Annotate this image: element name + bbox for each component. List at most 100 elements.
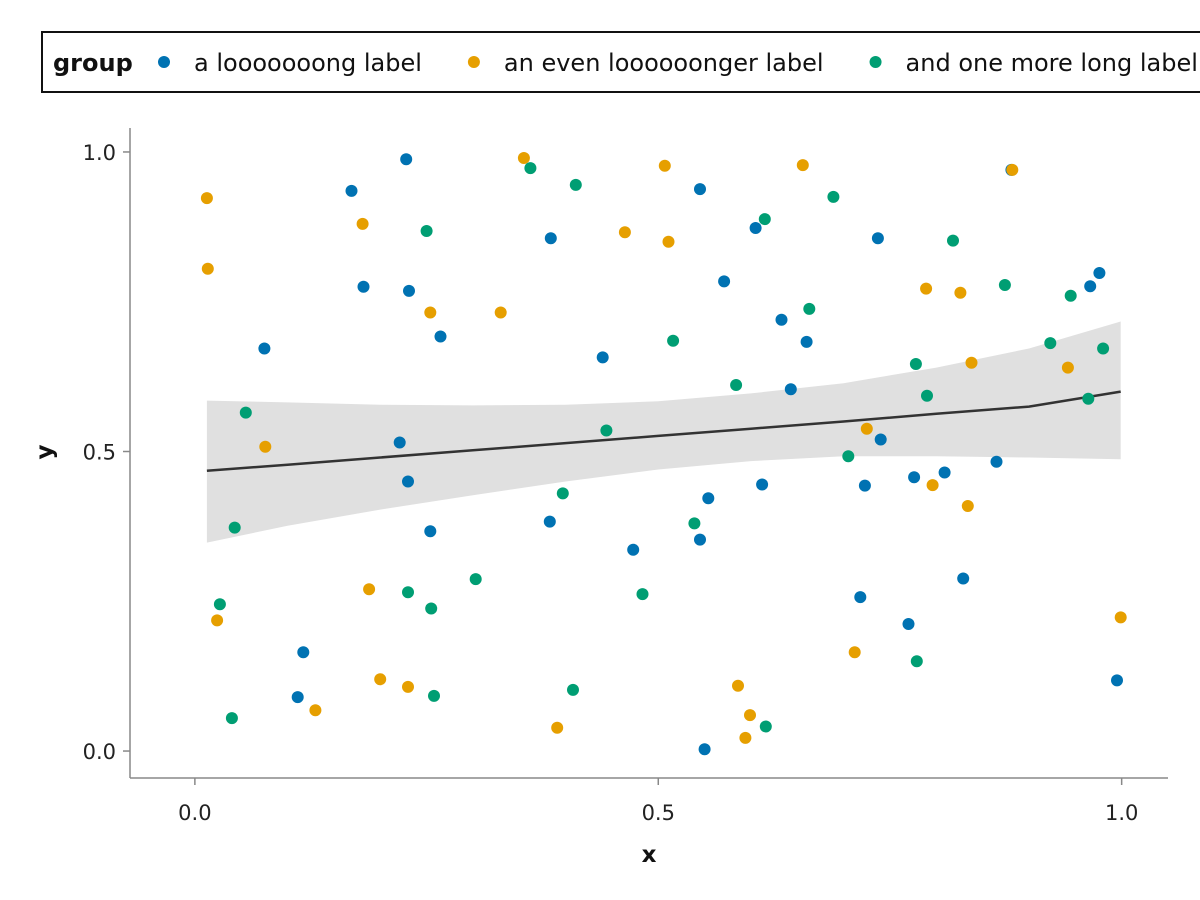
data-point (200, 192, 213, 205)
data-point (213, 598, 226, 611)
data-point (258, 342, 271, 355)
x-tick-label: 1.0 (1105, 801, 1138, 825)
data-point (902, 618, 915, 630)
data-point (730, 379, 743, 391)
data-point (998, 279, 1011, 291)
data-point (618, 226, 631, 239)
data-point (858, 479, 871, 492)
data-point (420, 225, 433, 237)
legend-marker-1 (158, 56, 170, 68)
data-point (910, 655, 923, 668)
data-point (732, 679, 744, 692)
data-point (402, 680, 414, 693)
series-2 (200, 152, 1127, 744)
axes: 0.0 0.5 1.0 0.0 0.5 1.0 x y (32, 128, 1168, 868)
trend-line (206, 390, 1121, 472)
data-point (921, 389, 933, 402)
data-point (469, 573, 482, 586)
data-point (718, 275, 731, 288)
data-point (688, 517, 701, 530)
data-point (402, 475, 414, 488)
data-point (567, 683, 579, 696)
data-point (658, 159, 671, 172)
data-point (739, 731, 752, 744)
y-tick-label: 0.5 (83, 441, 116, 465)
data-point (393, 436, 406, 449)
confidence-band (206, 321, 1121, 543)
data-point (938, 466, 951, 479)
data-point (239, 406, 252, 419)
data-point (517, 152, 530, 164)
data-point (796, 159, 809, 172)
legend-marker-2 (467, 56, 480, 68)
data-point (424, 525, 437, 538)
points-layer (200, 152, 1127, 756)
data-point (556, 487, 569, 500)
data-point (259, 440, 272, 453)
data-point (702, 492, 715, 505)
data-point (357, 280, 370, 293)
x-tick-label: 0.0 (178, 801, 211, 825)
data-point (848, 646, 861, 659)
x-tick-label: 0.5 (642, 801, 675, 825)
data-point (543, 515, 556, 528)
data-point (662, 235, 675, 248)
data-point (636, 588, 649, 601)
data-point (225, 712, 238, 725)
data-point (990, 455, 1003, 468)
data-point (758, 213, 771, 226)
data-point (1111, 674, 1123, 687)
data-point (775, 313, 788, 326)
data-point (961, 500, 974, 512)
data-point (698, 743, 711, 756)
data-point (965, 356, 978, 369)
data-point (749, 222, 762, 234)
data-point (211, 614, 224, 627)
data-point (1082, 392, 1095, 405)
data-point (694, 533, 706, 546)
data-point (596, 351, 609, 364)
data-point (909, 358, 922, 370)
data-point (871, 232, 884, 245)
y-tick-label: 0.0 (83, 740, 116, 764)
data-point (627, 543, 640, 556)
legend-marker-3 (869, 56, 882, 68)
data-point (356, 217, 369, 230)
legend-label-2: an even loooooonger label (504, 49, 824, 77)
legend: group a looooooong label an even loooooon… (41, 31, 1200, 93)
data-point (297, 646, 310, 659)
data-point (926, 479, 939, 492)
data-point (374, 673, 387, 686)
data-point (402, 586, 414, 599)
data-point (345, 184, 358, 197)
data-point (908, 471, 921, 484)
data-point (694, 183, 706, 196)
data-point (756, 478, 769, 491)
data-point (1084, 280, 1097, 293)
data-point (1093, 267, 1106, 279)
data-point (1006, 163, 1019, 176)
data-point (759, 720, 772, 733)
data-point (363, 583, 376, 596)
data-point (569, 178, 582, 191)
data-point (827, 190, 840, 203)
x-axis-title: x (642, 842, 657, 868)
data-point (551, 721, 564, 734)
series-3 (213, 162, 1110, 733)
data-point (860, 422, 873, 435)
data-point (201, 262, 214, 275)
y-tick-label: 1.0 (83, 141, 116, 165)
data-point (954, 286, 967, 299)
data-point (1097, 342, 1110, 355)
data-point (403, 284, 415, 297)
data-point (1061, 361, 1074, 374)
data-point (874, 433, 887, 446)
data-point (494, 306, 507, 319)
data-point (425, 602, 438, 615)
data-point (667, 334, 680, 347)
data-point (744, 709, 756, 722)
data-point (800, 335, 813, 348)
data-point (291, 691, 304, 704)
data-point (434, 330, 447, 343)
data-point (400, 153, 413, 166)
